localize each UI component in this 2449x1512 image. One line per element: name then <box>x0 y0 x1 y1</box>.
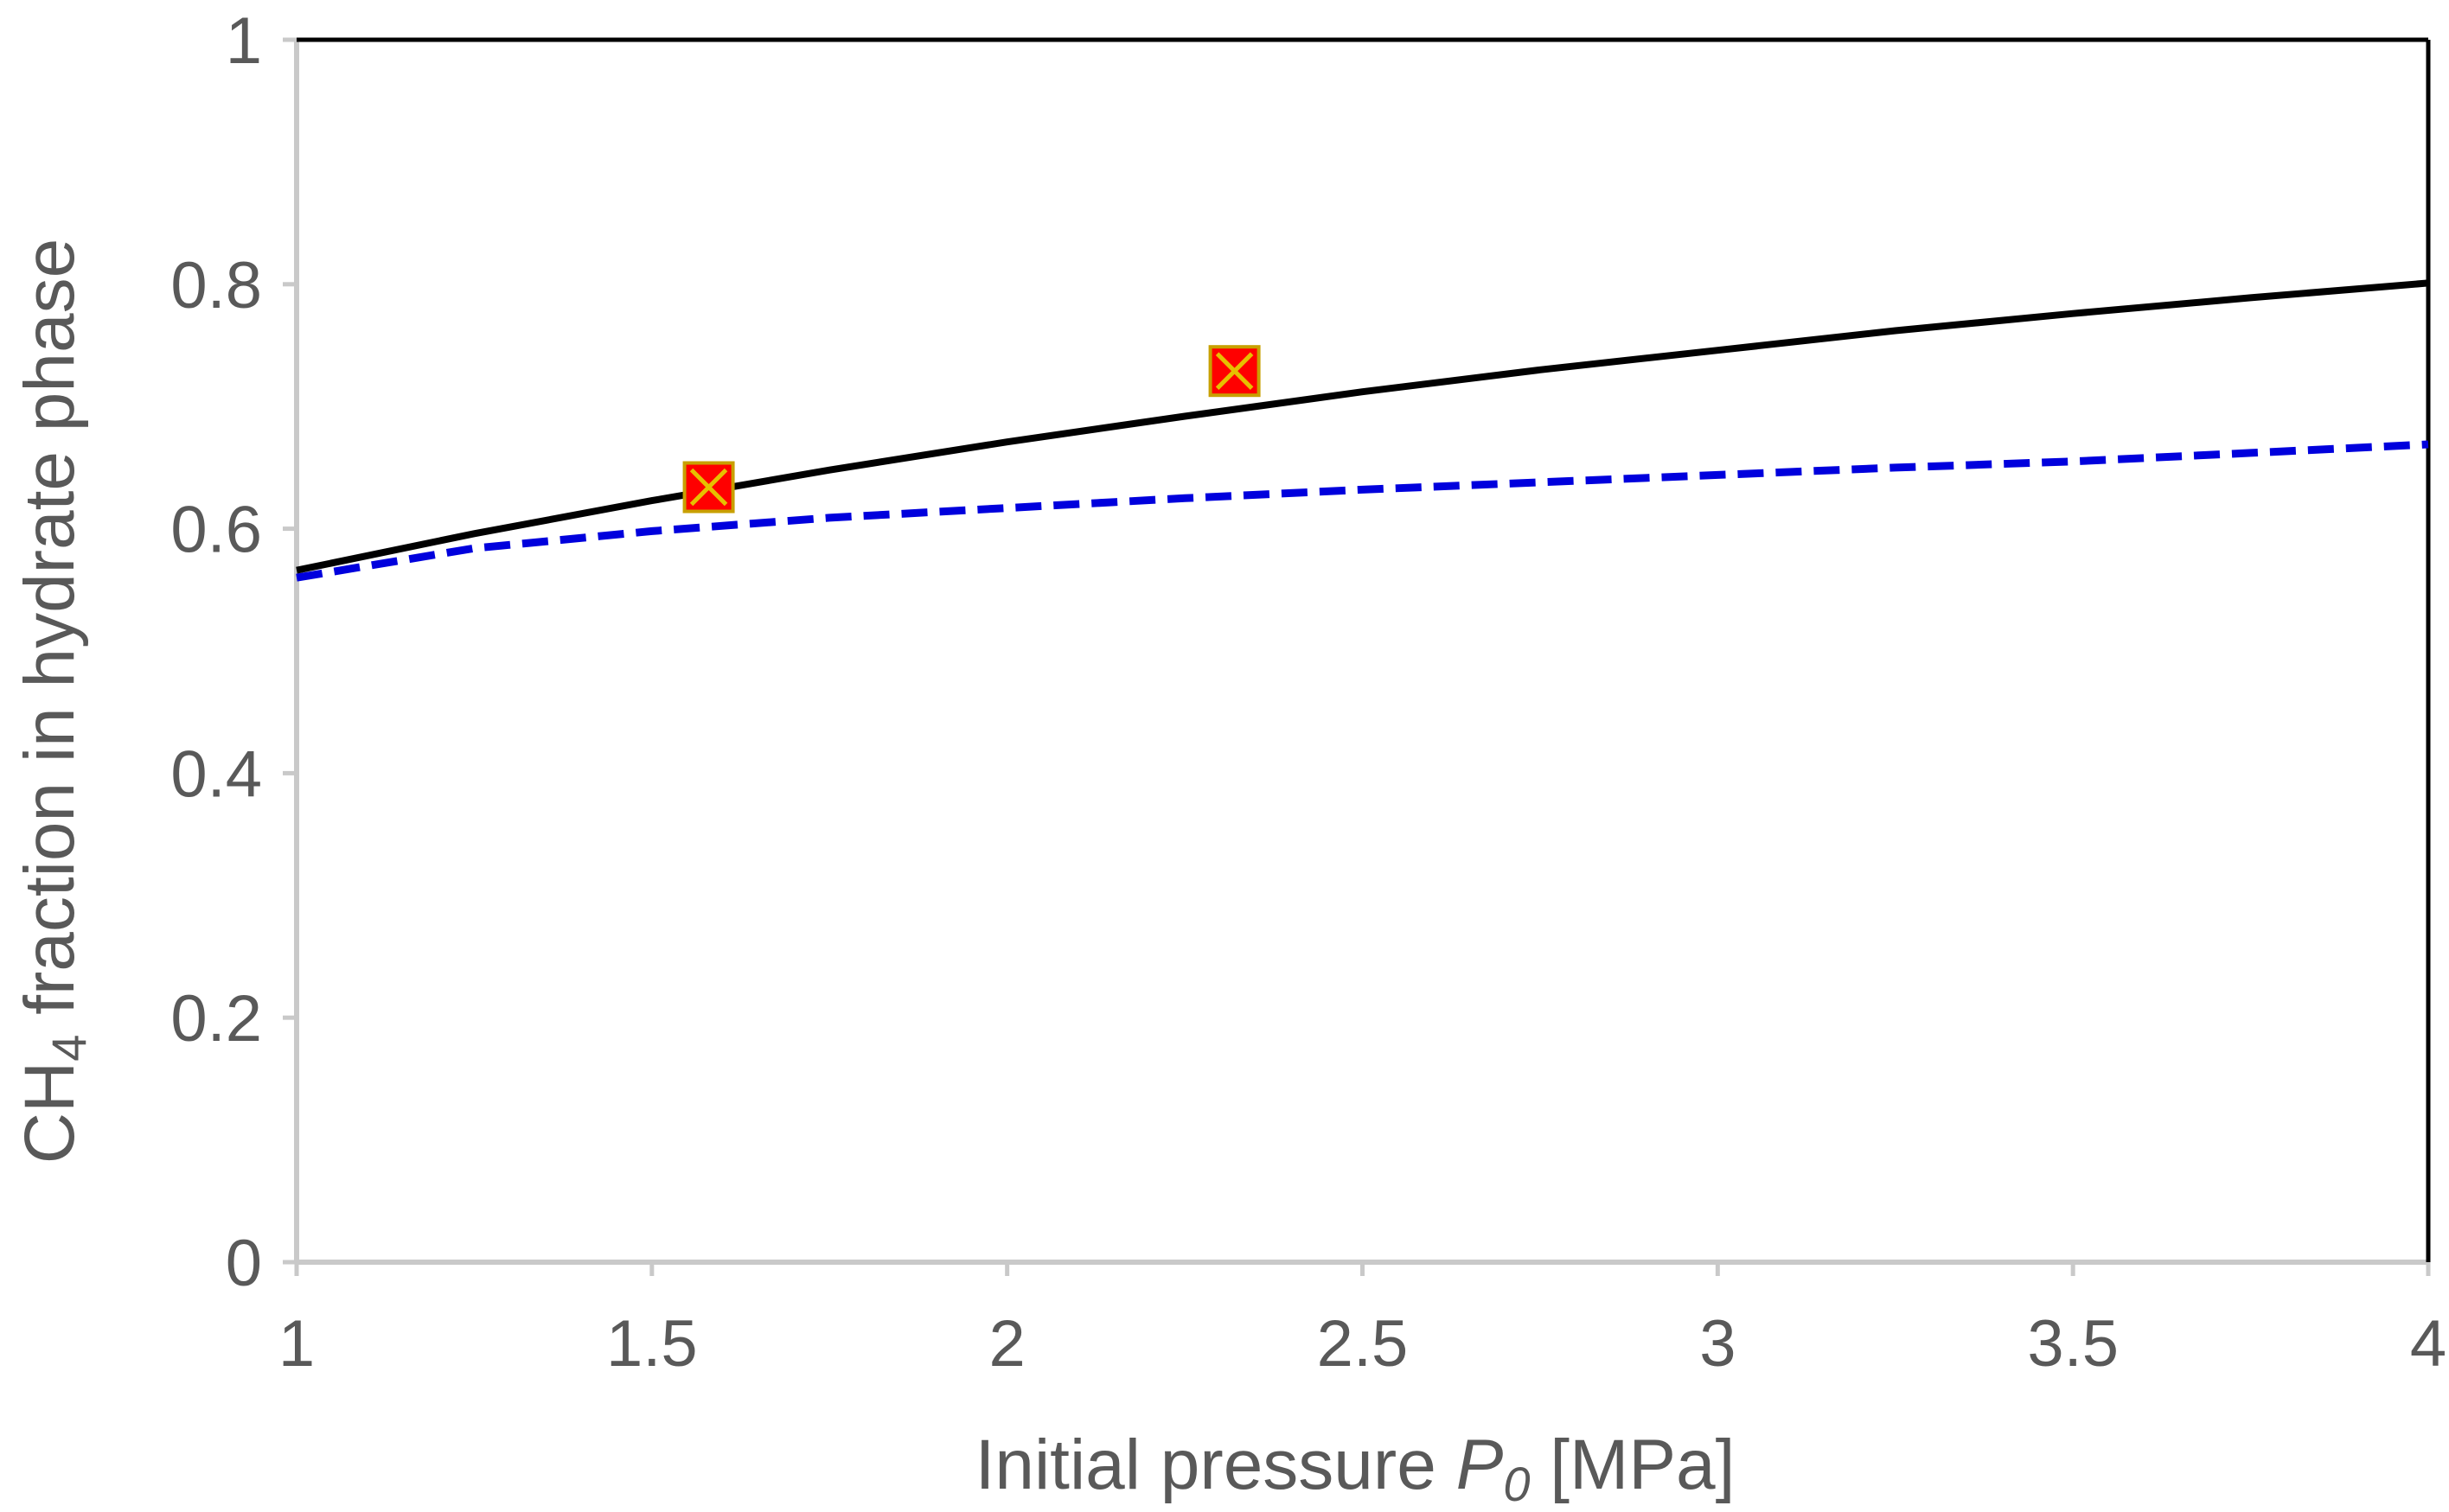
y-axis-title: CH4 fraction in hydrate phase <box>10 239 96 1164</box>
y-axis-title-pre: CH <box>10 1062 89 1164</box>
y-axis-title-sub: 4 <box>42 1035 96 1062</box>
markers <box>682 345 1261 514</box>
experimental-point <box>682 461 735 514</box>
x-tick-label: 1.5 <box>606 1307 698 1381</box>
y-tick-label: 0 <box>226 1227 262 1300</box>
experimental-point <box>1208 345 1261 398</box>
x-axis-title-sub: 0 <box>1503 1457 1530 1511</box>
x-axis-title-var: P <box>1456 1426 1504 1504</box>
series-line-model-solid <box>296 279 2429 574</box>
y-axis-title-post: fraction in hydrate phase <box>10 239 89 1035</box>
y-tick-label: 0.4 <box>170 737 262 811</box>
x-tick-label: 2.5 <box>1317 1307 1409 1381</box>
x-tick-label: 3.5 <box>2027 1307 2119 1381</box>
x-tick-label: 3 <box>1699 1307 1736 1381</box>
axes <box>294 37 2431 1265</box>
y-tick-label: 0.8 <box>170 249 262 322</box>
y-tick-label: 0.2 <box>170 982 262 1056</box>
x-axis-title-unit: [MPa] <box>1530 1426 1735 1504</box>
experimental-point-cross <box>1215 352 1254 390</box>
x-tick-label: 1 <box>278 1307 315 1381</box>
x-tick-label: 4 <box>2410 1307 2446 1381</box>
y-tick-label: 0.6 <box>170 494 262 567</box>
experimental-point-cross <box>689 468 728 507</box>
x-axis-title: Initial pressure P0 [MPa] <box>975 1426 1736 1511</box>
x-tick-label: 2 <box>989 1307 1026 1381</box>
x-axis-title-main: Initial pressure <box>975 1426 1456 1504</box>
y-tick-label: 1 <box>226 4 262 78</box>
series <box>296 279 2429 582</box>
series-line-model-dashed <box>296 440 2429 582</box>
ticks: 1 1.5 2 2.5 3 3.5 4 0 0.2 0.4 0.6 0.8 1 <box>170 4 2446 1381</box>
